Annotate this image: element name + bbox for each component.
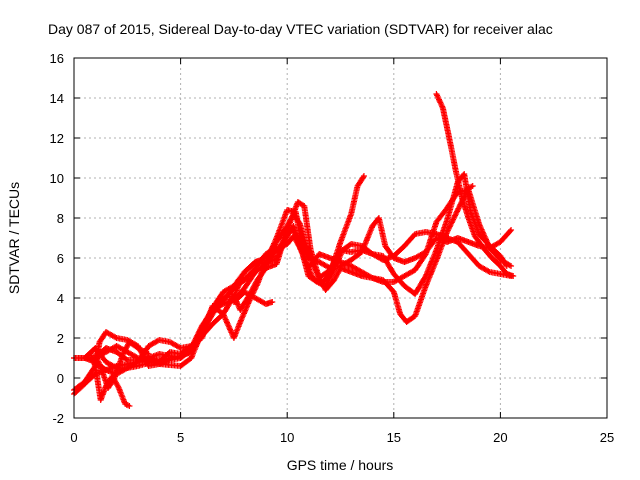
y-tick-label: 4 [57, 291, 64, 306]
y-tick-label: 8 [57, 211, 64, 226]
y-axis-label: SDTVAR / TECUs [6, 182, 22, 294]
y-tick-label: 10 [50, 171, 64, 186]
series-marks [230, 289, 276, 307]
chart-title: Day 087 of 2015, Sidereal Day-to-day VTE… [48, 21, 553, 37]
plot-frame [73, 57, 608, 419]
series-track-10 [433, 91, 517, 279]
series-track-9 [230, 289, 276, 307]
axis-ticks: 0 5 10 15 20 25 -2 0 2 4 6 8 10 12 14 16 [50, 51, 615, 445]
y-tick-label: -2 [52, 411, 64, 426]
series-marks [88, 353, 133, 409]
series-marks [433, 91, 517, 279]
x-tick-label: 5 [177, 430, 184, 445]
y-tick-label: 2 [57, 331, 64, 346]
series-track-8 [88, 353, 133, 409]
y-tick-label: 14 [50, 91, 64, 106]
x-tick-label: 25 [600, 430, 614, 445]
x-tick-label: 10 [280, 430, 294, 445]
x-tick-label: 15 [387, 430, 401, 445]
y-tick-label: 12 [50, 131, 64, 146]
plot-area [71, 91, 517, 409]
x-tick-label: 20 [493, 430, 507, 445]
y-tick-label: 6 [57, 251, 64, 266]
y-tick-label: 0 [57, 371, 64, 386]
x-axis-label: GPS time / hours [287, 457, 394, 473]
y-tick-label: 16 [50, 51, 64, 66]
x-tick-label: 0 [70, 430, 77, 445]
